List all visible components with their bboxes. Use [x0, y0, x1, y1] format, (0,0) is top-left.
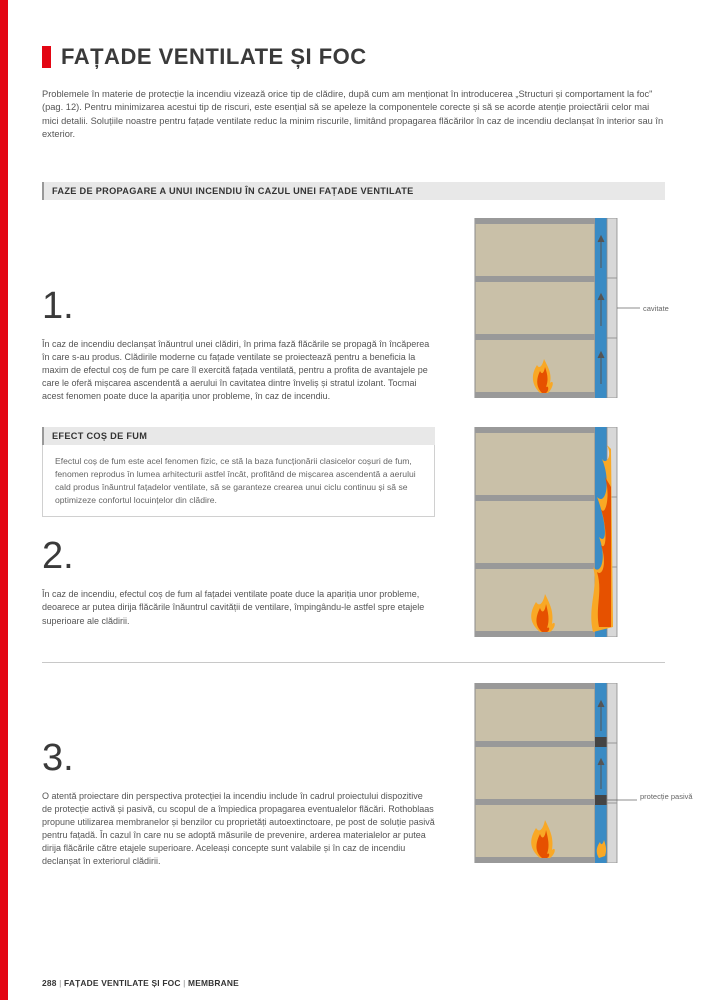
page-title: FAȚADE VENTILATE ȘI FOC [61, 44, 367, 70]
section-header: FAZE DE PROPAGARE A UNUI INCENDIU ÎN CAZ… [42, 182, 665, 200]
phase-1-number: 1. [42, 285, 435, 328]
phase-1-diagram: cavitate [465, 218, 665, 403]
phase-2-diagram [465, 427, 665, 642]
cavity-label: cavitate [643, 304, 669, 313]
phase-1-row: 1. În caz de incendiu declanșat înăuntru… [42, 218, 665, 403]
phase-2-desc: În caz de incendiu, efectul coș de fum a… [42, 588, 435, 627]
page-content: FAȚADE VENTILATE ȘI FOC Problemele în ma… [0, 0, 707, 868]
phase-3-row: 3. O atentă proiectare din perspectiva p… [42, 683, 665, 868]
phase-3-desc: O atentă proiectare din perspectiva prot… [42, 790, 435, 868]
phase-2-row: EFECT COȘ DE FUM Efectul coș de fum este… [42, 427, 665, 642]
phase-3-diagram: protecție pasivă [465, 683, 665, 868]
phase-2-number: 2. [42, 535, 435, 578]
info-box-header: EFECT COȘ DE FUM [42, 427, 435, 445]
footer-page-number: 288 [42, 978, 57, 988]
phase-1-desc: În caz de incendiu declanșat înăuntrul u… [42, 338, 435, 403]
info-box-body: Efectul coș de fum este acel fenomen fiz… [42, 445, 435, 518]
footer-section-2: MEMBRANE [188, 978, 239, 988]
intro-paragraph: Problemele în materie de protecție la in… [42, 88, 665, 142]
footer-section-1: FAȚADE VENTILATE ȘI FOC [64, 978, 181, 988]
page-footer: 288 | FAȚADE VENTILATE ȘI FOC | MEMBRANE [42, 978, 239, 988]
title-accent-icon [42, 46, 51, 68]
phase-3-number: 3. [42, 737, 435, 780]
divider [42, 662, 665, 663]
page-accent-bar [0, 0, 8, 1000]
title-row: FAȚADE VENTILATE ȘI FOC [42, 44, 665, 70]
protection-label: protecție pasivă [640, 793, 693, 801]
